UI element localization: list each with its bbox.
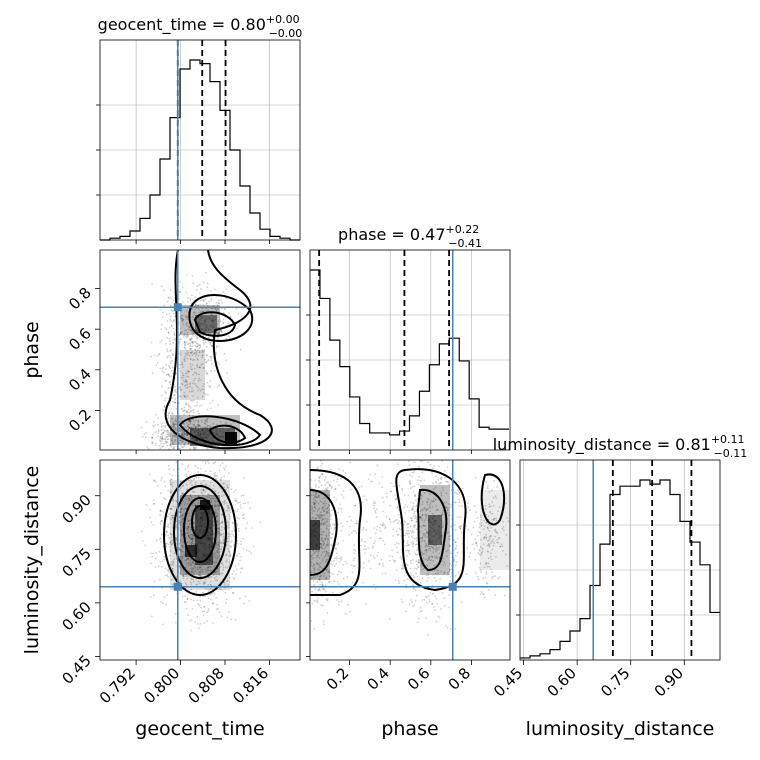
x-tick-label-phase-0: 0.2 [323,664,353,694]
histogram-phase: phase = 0.47+0.22 −0.41 [306,223,511,451]
contour-1 [188,294,254,342]
contour-3 [178,415,262,447]
y-tick-label-phase-3: 0.8 [65,284,95,314]
contour-4 [208,424,247,444]
y-axis-label-phase: phase [21,321,43,378]
y-tick-label-luminosity_distance-2: 0.75 [58,544,94,580]
x-tick-label-phase-2: 0.6 [404,664,434,694]
x-axis-label-phase: phase [381,718,438,740]
panel-frame [99,39,301,241]
contour-1 [310,489,338,576]
x-tick-label-luminosity_distance-0: 0.45 [490,664,526,700]
x-tick-label-luminosity_distance-3: 0.90 [651,664,687,700]
panel-frame [309,459,511,661]
contour-0 [164,250,273,450]
y-tick-label-phase-2: 0.6 [65,324,95,354]
x-axis-label-luminosity_distance: luminosity_distance [526,718,715,740]
contour-3 [191,505,209,539]
y-tick-label-luminosity_distance-3: 0.90 [58,491,94,527]
density-cell-3 [428,515,442,545]
density-cell-1 [310,520,320,550]
density-cell-1 [195,315,217,333]
x-tick-label-geocent_time-3: 0.816 [229,664,272,707]
histogram-luminosity_distance: luminosity_distance = 0.81+0.11 −0.11 [493,433,748,661]
truth-marker [173,303,182,312]
panel-frame [519,459,721,661]
title-geocent_time: geocent_time = 0.80+0.00 −0.00 [98,13,303,40]
x-tick-label-luminosity_distance-2: 0.75 [597,664,633,700]
panel-frame [99,249,301,451]
x-axis-label-geocent_time: geocent_time [135,718,264,740]
contour-1 [173,485,227,579]
x-tick-label-phase-1: 0.4 [363,664,393,694]
y-tick-label-luminosity_distance-1: 0.60 [58,598,94,634]
y-tick-label-phase-1: 0.4 [65,365,95,395]
density-cell-5 [180,350,205,400]
histogram-geocent_time: geocent_time = 0.80+0.00 −0.00 [96,13,303,241]
density-cell-4 [480,490,510,570]
histogram-step [520,479,720,659]
panel-frame [99,459,301,661]
contour-2 [183,497,217,563]
y-tick-label-luminosity_distance-0: 0.45 [58,652,94,688]
histogram-step [100,59,300,241]
contour-0 [163,474,237,596]
panel-luminosity_distance-vs-phase [309,459,511,661]
title-phase: phase = 0.47+0.22 −0.41 [338,223,482,250]
contour-3 [416,488,448,572]
panel-frame [309,249,511,451]
contour-2 [395,468,467,592]
contour-2 [193,311,237,337]
panel-phase-vs-geocent_time [99,249,301,451]
y-tick-label-phase-0: 0.2 [65,406,95,436]
x-tick-label-geocent_time-0: 0.792 [96,664,139,707]
histogram-step [310,269,509,436]
density-cell-4 [185,545,197,557]
x-tick-label-phase-3: 0.8 [445,664,475,694]
density-cell-4 [225,432,237,444]
panel-luminosity_distance-vs-geocent_time [99,459,301,661]
truth-marker [173,582,182,591]
x-tick-label-luminosity_distance-1: 0.60 [544,664,580,700]
x-tick-label-geocent_time-2: 0.808 [185,664,228,707]
x-tick-label-geocent_time-1: 0.800 [140,664,183,707]
contour-4 [480,473,506,526]
title-luminosity_distance: luminosity_distance = 0.81+0.11 −0.11 [493,433,748,460]
density-cell-3 [200,500,210,510]
y-axis-label-luminosity_distance: luminosity_distance [21,466,43,655]
truth-marker [448,582,457,591]
